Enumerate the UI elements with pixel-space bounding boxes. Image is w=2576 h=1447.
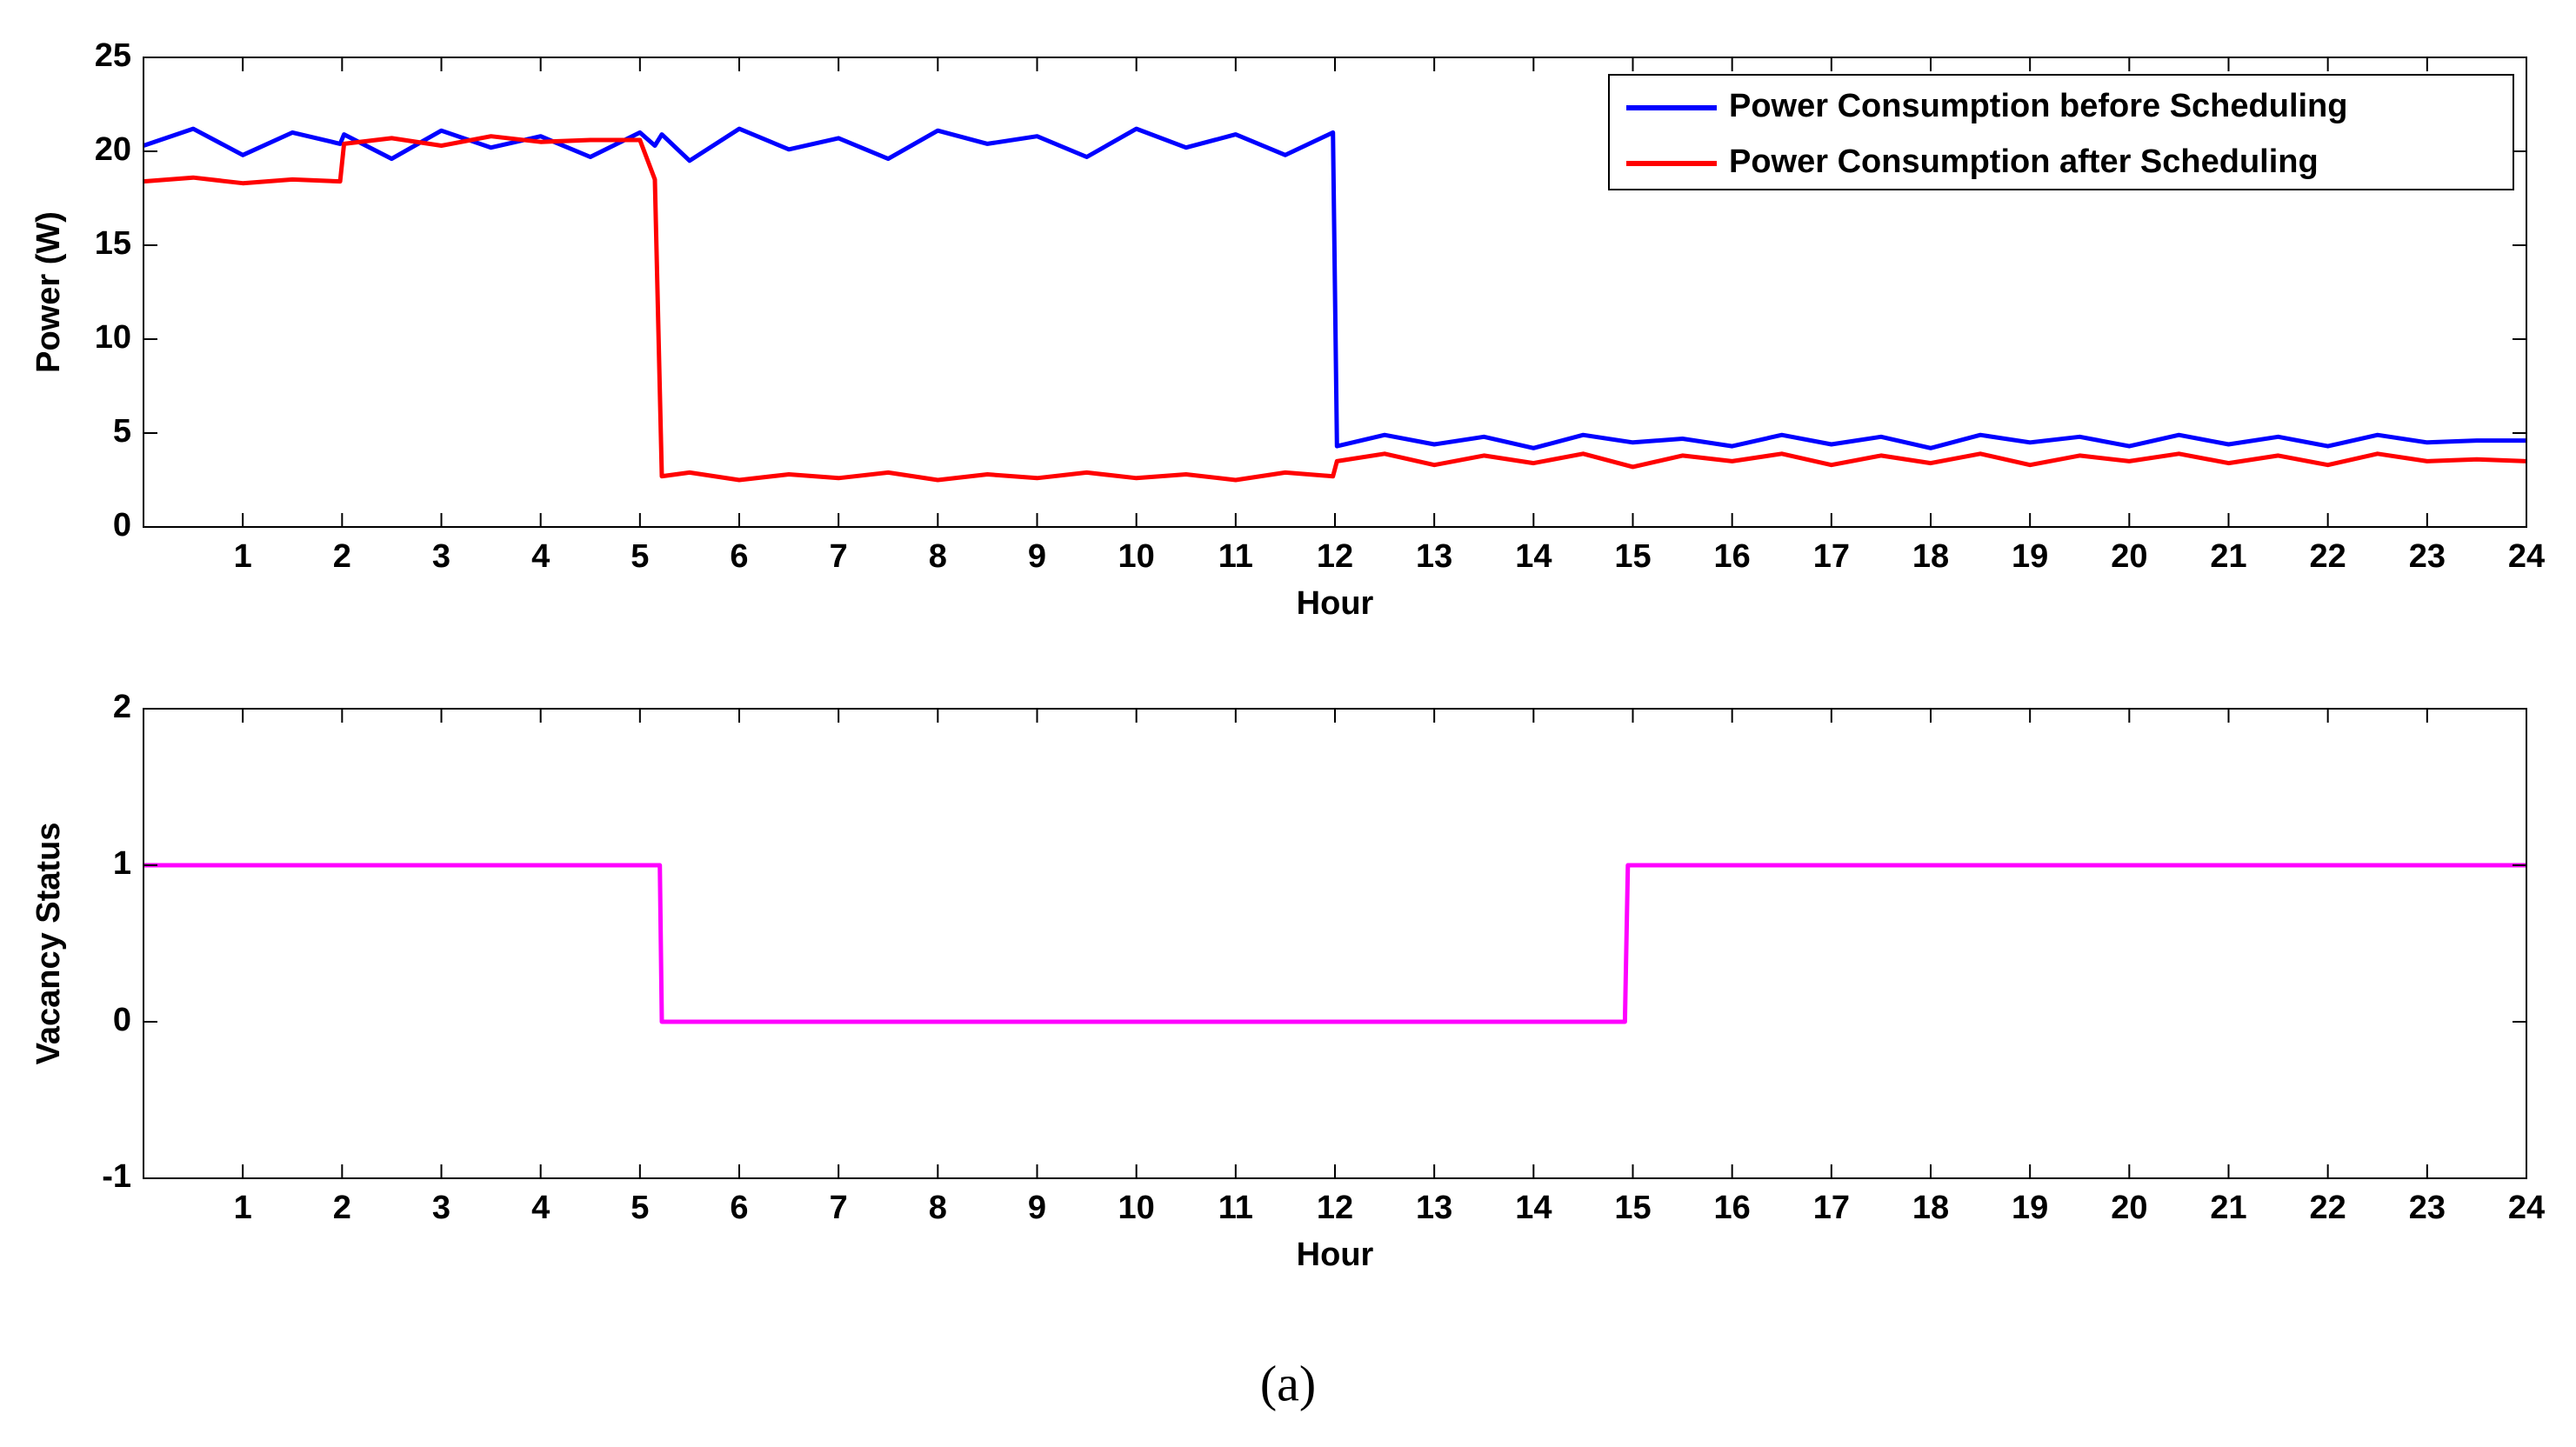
x-tick-label: 12 [1317,1190,1353,1226]
x-tick-label: 3 [432,538,450,575]
legend-box [1608,74,2514,190]
x-tick-label: 22 [2310,538,2346,575]
x-tick-label: 1 [234,1190,252,1226]
x-tick-label: 17 [1813,538,1850,575]
x-tick-label: 2 [333,1190,351,1226]
y-axis-label: Vacancy Status [30,823,67,1065]
x-tick-label: 21 [2210,1190,2246,1226]
x-axis-label: Hour [1297,585,1374,622]
x-tick-label: 23 [2409,538,2446,575]
x-tick-label: 14 [1515,1190,1552,1226]
x-tick-label: 3 [432,1190,450,1226]
x-tick-label: 8 [929,538,947,575]
y-tick-label: 0 [113,1002,131,1038]
x-tick-label: 20 [2111,538,2147,575]
x-tick-label: 18 [1912,1190,1949,1226]
x-tick-label: 23 [2409,1190,2446,1226]
y-tick-label: 20 [95,131,131,168]
y-tick-label: 10 [95,319,131,356]
x-axis-label: Hour [1297,1237,1374,1273]
x-tick-label: 20 [2111,1190,2147,1226]
x-tick-label: 19 [2012,1190,2048,1226]
y-tick-label: 5 [113,413,131,450]
x-tick-label: 7 [830,538,848,575]
x-tick-label: 7 [830,1190,848,1226]
x-tick-label: 8 [929,1190,947,1226]
x-tick-label: 1 [234,538,252,575]
x-tick-label: 2 [333,538,351,575]
data-line [143,134,2527,483]
x-tick-label: 13 [1416,538,1452,575]
y-tick-label: 15 [95,225,131,262]
x-tick-label: 15 [1614,1190,1651,1226]
y-tick-label: 0 [113,507,131,543]
x-tick-label: 24 [2508,538,2545,575]
data-line [143,863,2526,1024]
y-axis-label: Power (W) [30,211,67,373]
x-tick-label: 9 [1028,1190,1046,1226]
x-tick-label: 18 [1912,538,1949,575]
x-tick-label: 4 [531,1190,550,1226]
x-tick-label: 22 [2310,1190,2346,1226]
x-tick-label: 14 [1515,538,1552,575]
x-tick-label: 16 [1714,1190,1751,1226]
x-tick-label: 16 [1714,538,1751,575]
legend-label: Power Consumption before Scheduling [1729,88,2347,124]
x-tick-label: 4 [531,538,550,575]
x-tick-label: 19 [2012,538,2048,575]
x-tick-label: 5 [631,1190,649,1226]
x-tick-label: 11 [1218,538,1253,575]
x-tick-label: 11 [1218,1190,1253,1226]
x-tick-label: 24 [2508,1190,2545,1226]
legend-label: Power Consumption after Scheduling [1729,143,2319,180]
y-tick-label: -1 [102,1158,131,1195]
x-tick-label: 21 [2210,538,2246,575]
caption: (a) [1260,1355,1316,1411]
x-tick-label: 17 [1813,1190,1850,1226]
x-tick-label: 12 [1317,538,1353,575]
x-tick-label: 6 [730,1190,748,1226]
x-tick-label: 15 [1614,538,1651,575]
y-tick-label: 1 [113,845,131,882]
y-tick-label: 2 [113,689,131,725]
y-tick-label: 25 [95,37,131,74]
x-tick-label: 10 [1118,1190,1155,1226]
x-tick-label: 13 [1416,1190,1452,1226]
x-tick-label: 6 [730,538,748,575]
x-tick-label: 5 [631,538,649,575]
x-tick-label: 9 [1028,538,1046,575]
x-tick-label: 10 [1118,538,1155,575]
